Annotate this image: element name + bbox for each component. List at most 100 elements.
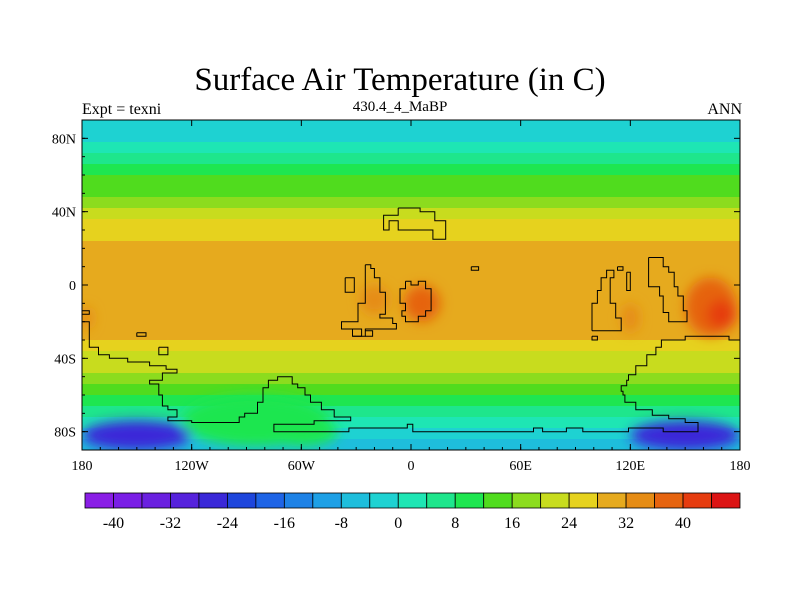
colorbar-swatch xyxy=(682,492,712,509)
colorbar-swatch xyxy=(113,492,143,509)
y-tick-label: 80N xyxy=(52,132,76,147)
coastline xyxy=(399,280,432,323)
temperature-band xyxy=(82,406,740,418)
x-tick-label: 180 xyxy=(72,459,93,474)
temperature-band xyxy=(82,274,740,286)
colorbar-swatch xyxy=(397,492,428,509)
temperature-band xyxy=(82,384,740,396)
colorbar-swatch xyxy=(511,492,542,509)
temperature-field xyxy=(82,120,740,450)
coastline xyxy=(617,266,624,271)
coastline xyxy=(470,266,480,271)
colorbar-swatch xyxy=(711,492,741,509)
temperature-region xyxy=(621,303,640,333)
y-tick-label: 40N xyxy=(52,206,76,221)
temperature-band xyxy=(82,318,740,330)
temperature-band xyxy=(82,208,740,220)
x-tick-label: 120E xyxy=(616,459,646,474)
temperature-band xyxy=(82,197,740,209)
coastline xyxy=(591,335,598,341)
colorbar-swatch xyxy=(84,492,114,509)
colorbar-label: -40 xyxy=(103,515,124,532)
axis-layer: 180 120W 60W 0 60E 120E 180 80N 40N 0 40S 80S xyxy=(52,119,751,474)
colorbar: -40 -32 -24 -16 -8 0 8 16 24 32 40 xyxy=(84,492,741,532)
colorbar-label: -8 xyxy=(335,515,348,532)
coastline xyxy=(82,321,740,433)
colorbar-swatch xyxy=(483,492,513,509)
coastline xyxy=(341,264,397,337)
y-tick-label: 80S xyxy=(54,426,76,441)
temperature-band xyxy=(82,219,740,231)
temperature-band xyxy=(82,340,740,352)
colorbar-swatch xyxy=(426,492,456,509)
colorbar-swatch xyxy=(255,492,285,509)
coastline xyxy=(591,269,622,332)
temperature-band xyxy=(82,373,740,385)
chart-subtitle: 430.4_4_MaBP xyxy=(352,99,448,115)
x-tick-label: 60E xyxy=(509,459,532,474)
coastline xyxy=(383,207,447,240)
colorbar-swatch xyxy=(283,492,314,509)
temperature-region xyxy=(82,420,192,450)
coastline xyxy=(136,332,147,337)
colorbar-swatch xyxy=(198,492,228,509)
colorbar-swatch xyxy=(454,492,485,509)
colorbar-label: 8 xyxy=(451,515,459,532)
temperature-band xyxy=(82,263,740,275)
temperature-band xyxy=(82,153,740,165)
temperature-band xyxy=(82,395,740,407)
temperature-region xyxy=(82,307,93,329)
colorbar-swatch xyxy=(540,492,570,509)
temperature-band xyxy=(82,186,740,198)
colorbar-label: -16 xyxy=(274,515,295,532)
x-tick-label: 180 xyxy=(730,459,751,474)
temperature-band xyxy=(82,175,740,187)
temperature-band xyxy=(82,230,740,242)
colorbar-label: -24 xyxy=(217,515,238,532)
coastline xyxy=(352,328,363,337)
colorbar-swatch xyxy=(654,492,684,509)
y-tick-label: 40S xyxy=(54,352,76,367)
temperature-region xyxy=(707,299,737,330)
temperature-band xyxy=(82,329,740,341)
y-tick-label: 0 xyxy=(69,279,76,294)
coastline xyxy=(82,310,90,315)
temperature-band xyxy=(82,241,740,253)
season-label: ANN xyxy=(707,101,742,118)
colorbar-label: 16 xyxy=(504,515,520,532)
temperature-region xyxy=(630,420,740,450)
colorbar-swatch xyxy=(141,492,171,509)
colorbar-swatch xyxy=(568,492,599,509)
experiment-label: Expt = texni xyxy=(82,101,162,118)
chart-title: Surface Air Temperature (in C) xyxy=(194,62,606,98)
colorbar-label: 0 xyxy=(394,515,402,532)
colorbar-swatch xyxy=(312,492,342,509)
colorbar-label: 40 xyxy=(675,515,691,532)
temperature-band xyxy=(82,362,740,374)
x-tick-label: 0 xyxy=(408,459,415,474)
colorbar-label: -32 xyxy=(160,515,181,532)
coastline xyxy=(344,277,355,293)
temperature-band xyxy=(82,417,740,429)
colorbar-swatch xyxy=(340,492,371,509)
colorbar-swatch xyxy=(369,492,399,509)
coastline-layer xyxy=(82,207,740,433)
coastline xyxy=(626,271,631,291)
temperature-band xyxy=(82,164,740,176)
colorbar-label: 32 xyxy=(618,515,634,532)
coastline xyxy=(158,346,169,356)
temperature-band xyxy=(82,142,740,154)
colorbar-swatch xyxy=(625,492,655,509)
coastline xyxy=(648,257,688,323)
temperature-band xyxy=(82,252,740,264)
x-tick-label: 60W xyxy=(288,459,316,474)
x-tick-label: 120W xyxy=(175,459,210,474)
coastline xyxy=(365,330,374,337)
colorbar-swatch xyxy=(226,492,257,509)
colorbar-swatch xyxy=(597,492,627,509)
temperature-band xyxy=(82,351,740,363)
temperature-band xyxy=(82,428,740,440)
temperature-region xyxy=(359,285,390,315)
colorbar-swatch xyxy=(170,492,200,509)
